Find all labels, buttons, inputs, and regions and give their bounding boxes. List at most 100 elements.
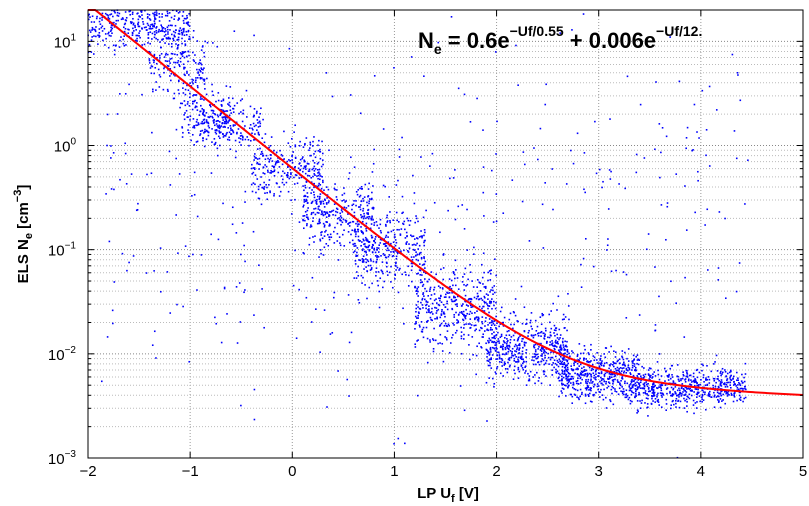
scatter-point — [489, 364, 491, 367]
scatter-point — [302, 218, 304, 221]
scatter-point — [500, 333, 503, 336]
scatter-point — [273, 166, 275, 169]
scatter-point — [507, 361, 509, 364]
scatter-point — [415, 215, 417, 217]
scatter-point — [588, 366, 591, 369]
scatter-point — [638, 393, 641, 396]
scatter-point — [324, 211, 326, 213]
scatter-point — [612, 382, 614, 385]
scatter-point — [90, 51, 93, 53]
scatter-point — [426, 301, 429, 303]
scatter-point — [177, 44, 180, 46]
scatter-point — [209, 105, 212, 108]
scatter-point — [514, 350, 516, 352]
scatter-point — [487, 329, 490, 332]
scatter-point — [481, 299, 484, 301]
scatter-point — [317, 184, 320, 187]
scatter-point — [101, 19, 103, 21]
scatter-point — [534, 353, 537, 356]
scatter-point — [355, 271, 358, 273]
scatter-point — [400, 250, 402, 252]
scatter-point — [191, 195, 193, 197]
scatter-point — [565, 365, 567, 368]
scatter-point — [232, 130, 234, 132]
scatter-point — [685, 137, 688, 139]
scatter-point — [401, 212, 403, 215]
scatter-point — [580, 352, 582, 355]
scatter-point — [570, 365, 572, 367]
scatter-point — [513, 323, 515, 326]
scatter-point — [359, 259, 361, 262]
scatter-point — [566, 348, 569, 351]
scatter-point — [411, 259, 414, 261]
scatter-point — [432, 347, 435, 350]
scatter-point — [439, 342, 441, 344]
scatter-point — [359, 206, 361, 208]
scatter-point — [456, 295, 459, 298]
scatter-point — [581, 378, 583, 381]
scatter-point — [427, 319, 429, 322]
scatter-point — [730, 386, 732, 389]
scatter-point — [118, 46, 121, 48]
scatter-point — [566, 382, 569, 385]
scatter-point — [597, 388, 599, 391]
scatter-point — [369, 227, 372, 230]
scatter-point — [451, 308, 454, 311]
scatter-point — [347, 213, 349, 215]
scatter-point — [622, 363, 624, 366]
scatter-point — [452, 271, 455, 273]
scatter-point — [255, 124, 257, 127]
scatter-point — [355, 190, 358, 193]
scatter-point — [320, 213, 323, 216]
scatter-point — [158, 86, 161, 88]
scatter-point — [571, 350, 573, 352]
scatter-point — [688, 397, 691, 400]
scatter-point — [261, 186, 263, 189]
scatter-point — [167, 33, 169, 35]
scatter-point — [642, 392, 645, 394]
scatter-point — [566, 329, 568, 332]
scatter-point — [695, 407, 698, 409]
scatter-point — [624, 396, 627, 399]
scatter-point — [244, 289, 246, 291]
scatter-point — [237, 128, 240, 130]
scatter-point — [228, 119, 231, 121]
scatter-point — [603, 388, 605, 391]
scatter-point — [715, 109, 718, 111]
scatter-point — [561, 372, 563, 375]
scatter-point — [197, 123, 200, 126]
scatter-point — [564, 316, 567, 318]
scatter-point — [565, 183, 568, 185]
scatter-point — [566, 353, 568, 356]
scatter-point — [384, 185, 387, 188]
scatter-point — [494, 258, 496, 260]
scatter-point — [448, 351, 451, 354]
scatter-point — [652, 373, 654, 375]
scatter-point — [687, 396, 690, 399]
scatter-point — [397, 179, 399, 182]
scatter-point — [452, 177, 455, 179]
scatter-point — [361, 231, 363, 234]
scatter-point — [456, 319, 458, 321]
scatter-point — [311, 189, 313, 191]
scatter-point — [153, 54, 156, 57]
scatter-point — [463, 228, 466, 230]
scatter-point — [657, 398, 660, 401]
scatter-point — [515, 355, 517, 358]
scatter-point — [218, 132, 221, 134]
scatter-point — [113, 188, 115, 191]
scatter-point — [605, 382, 607, 385]
scatter-point — [305, 168, 307, 170]
scatter-point — [615, 269, 617, 272]
scatter-point — [482, 283, 484, 285]
scatter-point — [688, 393, 691, 396]
scatter-point — [304, 200, 307, 203]
scatter-point — [684, 185, 686, 187]
scatter-point — [576, 373, 579, 376]
scatter-point — [597, 385, 600, 387]
scatter-point — [290, 199, 292, 202]
scatter-point — [469, 271, 472, 274]
scatter-point — [592, 372, 595, 375]
scatter-point — [146, 29, 148, 31]
scatter-point — [727, 390, 730, 393]
